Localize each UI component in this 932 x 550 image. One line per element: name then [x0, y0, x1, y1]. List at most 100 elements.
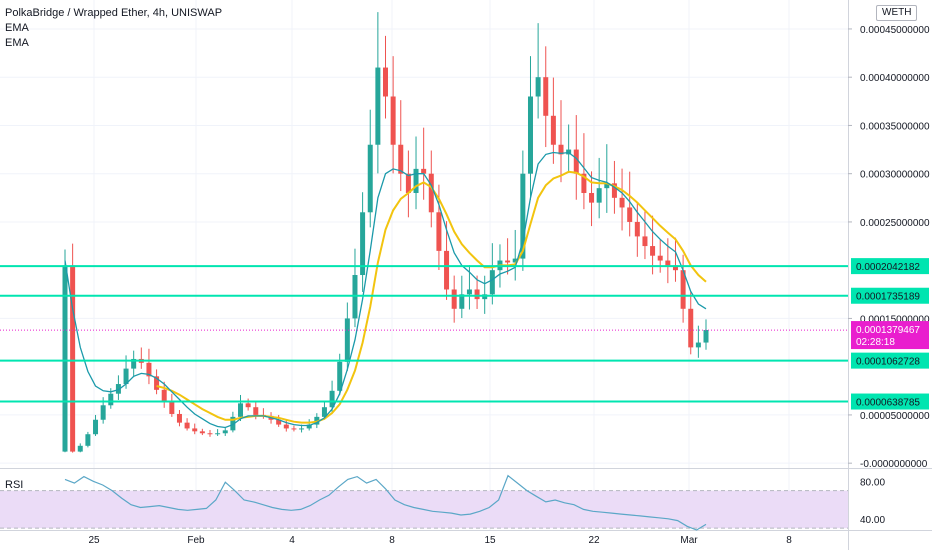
horizontal-levels	[0, 265, 848, 403]
candle-body	[695, 342, 701, 348]
candle-body	[505, 260, 511, 263]
candle-body	[642, 236, 648, 247]
candle-body	[596, 188, 602, 203]
candle-body	[703, 330, 709, 343]
candle-body	[85, 434, 91, 446]
rsi-line	[64, 474, 707, 531]
chart-legend: PolkaBridge / Wrapped Ether, 4h, UNISWAP…	[5, 6, 222, 51]
ema-indicator-label[interactable]: EMA	[5, 22, 29, 34]
candle-body	[367, 144, 373, 213]
time-tick-label: 4	[289, 535, 295, 546]
candle-body	[619, 197, 625, 208]
candle-body	[520, 173, 526, 259]
candle-body	[245, 403, 251, 408]
price-tick-label: 0.00040000000	[860, 73, 930, 84]
level-price-badge	[851, 287, 929, 304]
candle-body	[192, 428, 198, 432]
candle-body	[535, 77, 541, 97]
candle-body	[108, 393, 114, 406]
candle-body	[131, 358, 137, 369]
candle-body	[70, 265, 76, 452]
price-tick-label: 0.00015000000	[860, 314, 930, 325]
candle-body	[421, 168, 427, 174]
level-price-label: 0.0002042182	[856, 262, 920, 273]
candle-body	[428, 173, 434, 213]
candle-body	[405, 173, 411, 193]
candle-body	[230, 416, 236, 431]
price-tick-label: 0.00025000000	[860, 218, 930, 229]
candle-body	[581, 173, 587, 193]
candle-body	[390, 96, 396, 145]
candle-body	[154, 376, 160, 390]
candle-body	[672, 265, 678, 271]
current-price-value: 0.0001379467	[856, 325, 920, 336]
candle-body	[634, 221, 640, 237]
candle-body	[215, 433, 221, 435]
candle-body	[650, 246, 656, 256]
price-tick-label: -0.0000000000	[860, 459, 928, 470]
candle-body	[62, 265, 68, 452]
time-tick-label: 25	[88, 535, 100, 546]
candle-body	[474, 289, 480, 300]
candle-body	[444, 250, 450, 290]
candle-body	[176, 413, 182, 423]
quote-currency-badge[interactable]: WETH	[876, 5, 918, 21]
candle-body	[337, 361, 343, 391]
price-axis: 0.00045000000 0.00040000000 0.00035000000 0…	[848, 25, 930, 470]
candle-body	[436, 212, 442, 251]
rsi-tick-label: 40.00	[860, 515, 885, 526]
ema-indicator-label[interactable]: EMA	[5, 37, 29, 49]
candle-body	[383, 67, 388, 97]
candle-body	[489, 270, 495, 295]
candle-body	[344, 318, 350, 362]
price-tick-label: 0.00030000000	[860, 170, 930, 181]
candle-body	[329, 390, 335, 408]
rsi-tick-label: 80.00	[860, 477, 885, 488]
time-tick-label: 8	[786, 535, 792, 546]
rsi-label: RSI	[5, 479, 24, 491]
candle-body	[665, 260, 671, 266]
candle-body	[184, 422, 190, 429]
candle-body	[558, 144, 564, 155]
candle-body	[306, 424, 312, 429]
symbol-title: PolkaBridge / Wrapped Ether, 4h, UNISWAP	[5, 7, 223, 19]
candle-body	[291, 428, 297, 430]
candle-body	[573, 149, 579, 174]
candle-body	[100, 405, 106, 420]
candle-body	[657, 255, 663, 261]
candle-body	[222, 430, 228, 434]
time-tick-label: 22	[588, 535, 600, 546]
candle-body	[451, 289, 457, 309]
current-price-badge	[851, 321, 929, 350]
candle-body	[550, 115, 556, 145]
candle-body	[123, 368, 129, 385]
time-tick-label: Feb	[187, 535, 205, 546]
candle-body	[77, 445, 83, 452]
level-price-badge	[851, 258, 929, 275]
candle-body	[543, 77, 549, 116]
candle-body	[688, 308, 694, 348]
time-axis: 25 Feb 4 8 15 22 Mar 8	[88, 535, 792, 546]
time-tick-label: 8	[389, 535, 395, 546]
candle-body	[627, 207, 633, 222]
candle-body	[207, 433, 213, 435]
candle-body	[276, 419, 282, 425]
candle-body	[238, 403, 244, 417]
price-tick-label: 0.00035000000	[860, 121, 930, 132]
candle-body	[413, 168, 419, 193]
bar-countdown: 02:28:18	[856, 337, 895, 348]
candle-body	[611, 183, 617, 198]
candle-body	[360, 212, 366, 276]
level-price-badge	[851, 352, 929, 369]
candle-body	[299, 428, 305, 430]
time-tick-label: 15	[484, 535, 496, 546]
candle-body	[161, 389, 167, 403]
candle-body	[146, 362, 152, 377]
candle-body	[398, 144, 404, 174]
candle-body	[93, 419, 99, 435]
price-tick-label: 0.00005000000	[860, 411, 930, 422]
candle-body	[199, 431, 205, 434]
candle-body	[169, 402, 175, 414]
